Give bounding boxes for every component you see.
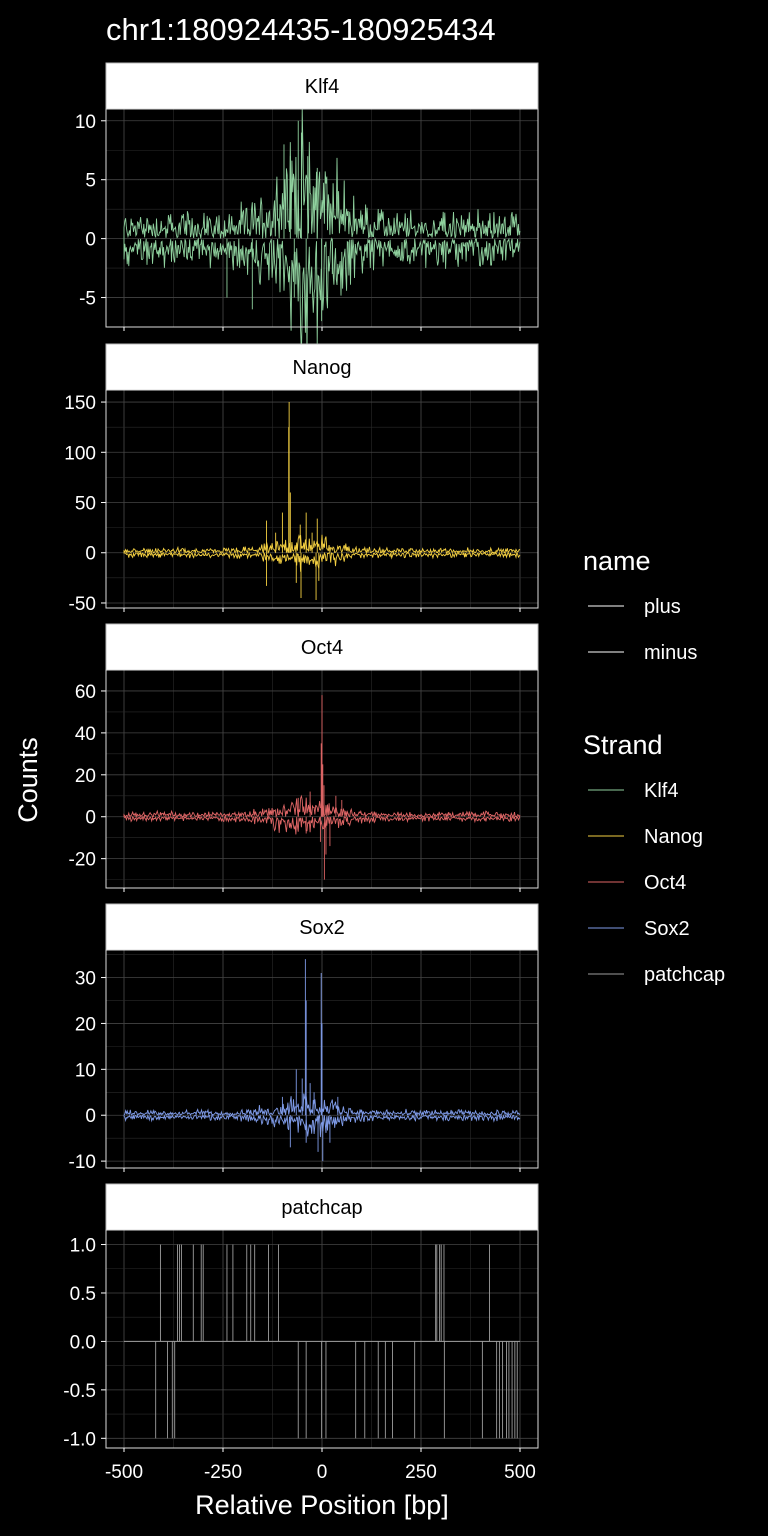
minus-strand-line	[123, 1113, 521, 1138]
x-tick-label: 500	[504, 1462, 536, 1483]
legend: name plus minus Strand Klf4 Nanog Oct4 Sox2 patc…	[583, 546, 725, 986]
facet-strip	[105, 343, 539, 391]
legend-title: name	[583, 546, 651, 576]
facet-nanog: Nanog 150 100 50 0 -50	[64, 343, 539, 615]
y-tick-label: 1.0	[70, 1236, 96, 1257]
legend-label: Klf4	[644, 780, 678, 802]
y-tick-label: 0	[85, 544, 96, 565]
legend-label: Sox2	[644, 918, 690, 940]
gridlines	[106, 390, 538, 608]
y-tick-label: -5	[79, 289, 96, 310]
facet-oct4: Oct4 60 40 20 0 -20	[69, 623, 539, 892]
facet-strip-label: Sox2	[299, 917, 345, 939]
facet-strip-label: Klf4	[305, 76, 339, 98]
y-tick-label: 30	[75, 969, 96, 990]
facet-strip	[105, 1183, 539, 1231]
y-tick-label: 10	[75, 1060, 96, 1081]
signal-sox2	[123, 959, 521, 1162]
minus-strand-line	[123, 551, 521, 572]
legend-label: plus	[644, 596, 681, 618]
y-tick-label: -0.5	[63, 1381, 96, 1402]
y-tick-label: 0	[85, 230, 96, 251]
y-tick-label: 20	[75, 766, 96, 787]
facet-strip	[105, 62, 539, 110]
facet-panels: Klf41050-5Nanog150100500-50Oct46040200-2…	[63, 62, 539, 1452]
y-tick-label: 20	[75, 1014, 96, 1035]
facet-patchcap: patchcap 1.0 0.5 0.0 -0.5 -1.0	[63, 1183, 539, 1452]
y-tick-label: 0	[85, 808, 96, 829]
y-tick-label: -20	[69, 850, 96, 871]
chart-title: chr1:180924435-180925434	[106, 12, 496, 47]
y-tick-label: 0	[85, 1106, 96, 1127]
minus-strand-line	[123, 815, 521, 835]
y-tick-label: 50	[75, 494, 96, 515]
plus-strand-line	[123, 109, 521, 239]
x-tick-label: -500	[105, 1462, 143, 1483]
signal-patchcap	[124, 1244, 520, 1439]
facet-strip-label: Nanog	[293, 357, 352, 379]
y-tick-label: 0.0	[70, 1332, 96, 1353]
y-tick-label: -10	[69, 1152, 96, 1173]
y-tick-label: 100	[64, 443, 96, 464]
signal-oct4	[123, 695, 521, 880]
signal-klf4	[123, 109, 521, 354]
x-tick-label: 0	[317, 1462, 328, 1483]
facet-strip	[105, 903, 539, 951]
y-tick-label: 40	[75, 724, 96, 745]
legend-strand: Strand Klf4 Nanog Oct4 Sox2 patchcap	[583, 730, 725, 986]
y-tick-label: 0.5	[70, 1284, 96, 1305]
y-axis-label: Counts	[13, 737, 43, 823]
x-axis: -500 -250 0 250 500	[105, 1462, 536, 1483]
y-tick-label: 150	[64, 393, 96, 414]
legend-title: Strand	[583, 730, 663, 760]
x-tick-label: -250	[204, 1462, 242, 1483]
facet-sox2: Sox2 30 20 10 0 -10	[69, 903, 539, 1173]
legend-label: Oct4	[644, 872, 686, 894]
y-tick-label: -1.0	[63, 1429, 96, 1450]
facet-klf4: Klf4 10 5 0 -5	[75, 62, 539, 354]
y-tick-label: 5	[85, 171, 96, 192]
legend-name: name plus minus	[583, 546, 697, 664]
x-tick-label: 250	[405, 1462, 437, 1483]
x-axis-label: Relative Position [bp]	[195, 1490, 449, 1520]
legend-label: Nanog	[644, 826, 703, 848]
plus-strand-line	[123, 534, 521, 555]
facet-strip-label: patchcap	[281, 1197, 362, 1219]
facet-strip-label: Oct4	[301, 637, 343, 659]
signal-nanog	[123, 402, 521, 600]
legend-label: minus	[644, 642, 697, 664]
y-tick-label: 60	[75, 682, 96, 703]
y-tick-label: -50	[69, 594, 96, 615]
gridlines	[106, 950, 538, 1168]
y-tick-label: 10	[75, 112, 96, 133]
legend-label: patchcap	[644, 964, 725, 986]
